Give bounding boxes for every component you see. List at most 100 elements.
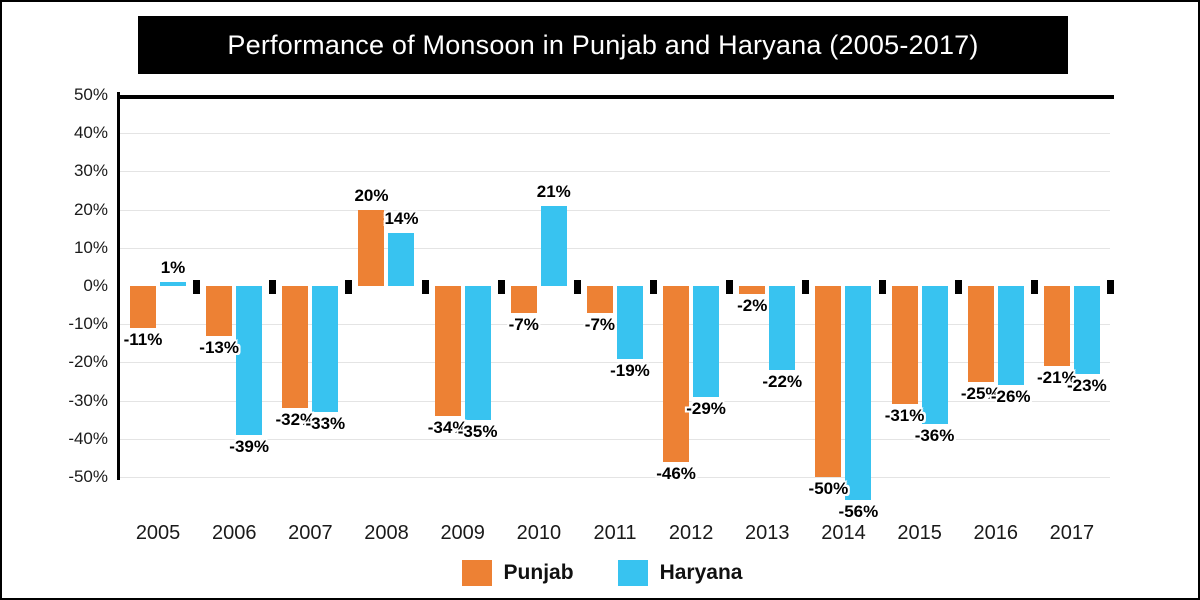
y-axis-tick-label: 40% (73, 123, 108, 143)
bar-value-label: -31% (884, 406, 925, 426)
bar-value-label: -19% (610, 360, 650, 380)
axis-tick-mark (269, 280, 277, 294)
bar-punjab-2013[interactable] (739, 286, 766, 294)
x-axis-tick-label: 2016 (973, 522, 1019, 544)
x-axis-tick-label: 2008 (364, 522, 409, 544)
bar-punjab-2006[interactable] (206, 286, 233, 336)
y-axis-tick-label: 20% (73, 199, 108, 219)
bar-value-label: 14% (384, 208, 419, 228)
gridline (120, 477, 1110, 478)
x-axis-tick-label: 2009 (440, 522, 485, 544)
legend-swatch-icon (461, 560, 492, 586)
bar-group: 20% 14% (348, 95, 424, 477)
bar-punjab-2005[interactable] (130, 286, 156, 329)
bar-haryana-2010[interactable] (540, 205, 567, 286)
bar-haryana-2007[interactable] (312, 286, 339, 413)
y-axis-tick-label: 0% (83, 276, 108, 295)
bar-value-label: -23% (1067, 375, 1107, 395)
bar-value-label: -46% (656, 463, 696, 483)
y-axis-tick-label: 50% (73, 85, 108, 104)
bar-punjab-2009[interactable] (434, 286, 461, 416)
bar-haryana-2014[interactable] (845, 286, 872, 500)
axis-tick-mark (954, 280, 962, 294)
x-axis-tick-label: 2012 (668, 522, 714, 544)
bar-value-label: -29% (686, 398, 726, 418)
bar-haryana-2016[interactable] (997, 286, 1024, 386)
bar-value-label: -50% (808, 479, 849, 498)
bar-value-label: -32% (275, 410, 316, 430)
bar-punjab-2017[interactable] (1043, 286, 1070, 367)
chart-legend: Punjab Haryana (2, 560, 1198, 586)
bar-value-label: -34% (427, 417, 468, 437)
bar-haryana-2015[interactable] (921, 286, 948, 424)
y-axis-tick-label: -50% (68, 467, 108, 486)
bar-value-label: -2% (737, 295, 768, 315)
bar-haryana-2008[interactable] (388, 232, 415, 286)
bar-value-label: -21% (1037, 368, 1077, 388)
axis-tick-mark (497, 280, 505, 294)
axis-tick-mark (573, 280, 581, 294)
bar-value-label: -33% (305, 414, 346, 434)
y-axis-tick-label: -10% (68, 314, 108, 334)
bar-group: -7% 21% (501, 95, 577, 477)
bar-punjab-2010[interactable] (510, 286, 537, 313)
bar-group: -7% -19% (577, 95, 653, 477)
x-axis-tick-label: 2011 (593, 522, 637, 544)
axis-tick-mark (650, 280, 658, 294)
x-axis-tick-label: 2005 (135, 522, 181, 544)
bar-value-label: -39% (229, 436, 269, 456)
chart-title: Performance of Monsoon in Punjab and Har… (227, 29, 979, 60)
bar-punjab-2015[interactable] (891, 286, 918, 405)
x-axis-tick-label: 2010 (516, 522, 562, 544)
bar-value-label: -13% (199, 337, 239, 357)
bar-haryana-2013[interactable] (769, 286, 796, 371)
axis-tick-mark (1107, 280, 1114, 294)
x-axis-tick-label: 2015 (897, 522, 942, 544)
bar-punjab-2008[interactable] (358, 209, 385, 286)
bar-group: -21% -23% (1034, 95, 1110, 477)
bar-haryana-2009[interactable] (464, 286, 491, 420)
legend-label: Haryana (659, 561, 743, 584)
bar-group: -31% -36% (882, 95, 958, 477)
bar-value-label: -7% (584, 314, 616, 334)
gridline (120, 438, 1110, 440)
bar-group: -11% 1% (120, 95, 196, 477)
bar-group: -34% -35% (425, 95, 501, 477)
bar-haryana-2006[interactable] (236, 286, 263, 435)
bar-punjab-2016[interactable] (967, 286, 994, 382)
bar-punjab-2007[interactable] (282, 286, 309, 409)
y-axis-tick-label: -40% (68, 428, 108, 448)
gridline (120, 247, 1110, 249)
bar-punjab-2011[interactable] (586, 286, 613, 313)
legend-item-punjab[interactable]: Punjab (461, 560, 574, 586)
bar-haryana-2011[interactable] (616, 286, 643, 359)
axis-tick-mark (193, 280, 201, 294)
x-axis-tick-label: 2017 (1049, 522, 1095, 544)
bar-value-label: -36% (914, 425, 955, 445)
bar-value-label: -11% (123, 330, 163, 350)
legend-item-haryana[interactable]: Haryana (617, 560, 743, 586)
y-axis-tick-label: -20% (68, 352, 108, 372)
bar-value-label: -26% (990, 387, 1031, 407)
bar-value-label: -7% (508, 314, 539, 334)
y-axis-tick-label: -30% (68, 390, 108, 410)
gridline (120, 171, 1110, 173)
bar-punjab-2012[interactable] (663, 286, 690, 462)
gridline (120, 133, 1110, 135)
gridline (120, 324, 1110, 326)
axis-tick-mark (421, 280, 429, 294)
gridline (120, 400, 1110, 402)
x-axis-tick-label: 2013 (745, 522, 790, 544)
chart-title-banner: Performance of Monsoon in Punjab and Har… (138, 16, 1068, 74)
bar-group: -2% -22% (729, 95, 805, 477)
zero-axis-line (117, 95, 1114, 99)
bar-haryana-2005[interactable] (160, 282, 186, 286)
y-axis-tick-label: 30% (73, 161, 108, 181)
axis-tick-mark (726, 280, 734, 294)
bar-punjab-2014[interactable] (815, 286, 842, 477)
x-axis-tick-label: 2006 (211, 522, 257, 544)
axis-tick-mark (1030, 280, 1038, 294)
bar-haryana-2012[interactable] (693, 286, 720, 397)
bar-haryana-2017[interactable] (1073, 286, 1100, 374)
